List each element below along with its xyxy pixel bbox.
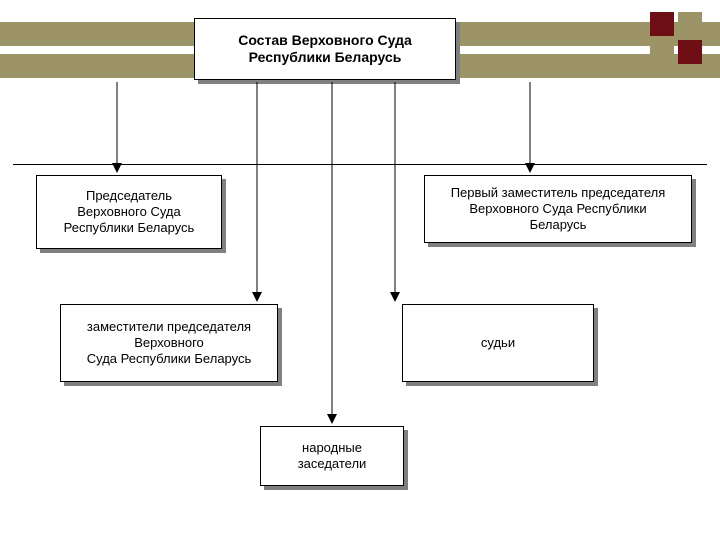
chairman-box: ПредседательВерховного СудаРеспублики Бе… bbox=[36, 175, 222, 249]
header-decoration bbox=[650, 12, 702, 64]
deputies-label: заместители председателяВерховногоСуда Р… bbox=[87, 319, 252, 368]
assessors-label: народныезаседатели bbox=[298, 440, 367, 473]
deco-sq-3 bbox=[650, 40, 674, 64]
deco-sq-4 bbox=[678, 40, 702, 64]
deco-sq-1 bbox=[650, 12, 674, 36]
horizontal-divider bbox=[13, 164, 707, 165]
deputies-box: заместители председателяВерховногоСуда Р… bbox=[60, 304, 278, 382]
title-box: Состав Верховного СудаРеспублики Беларус… bbox=[194, 18, 456, 80]
chairman-label: ПредседательВерховного СудаРеспублики Бе… bbox=[64, 188, 195, 237]
deco-sq-2 bbox=[678, 12, 702, 36]
assessors-box: народныезаседатели bbox=[260, 426, 404, 486]
title-label: Состав Верховного СудаРеспублики Беларус… bbox=[238, 32, 412, 67]
first-deputy-box: Первый заместитель председателяВерховног… bbox=[424, 175, 692, 243]
judges-box: судьи bbox=[402, 304, 594, 382]
first-deputy-label: Первый заместитель председателяВерховног… bbox=[451, 185, 666, 234]
judges-label: судьи bbox=[481, 335, 515, 351]
